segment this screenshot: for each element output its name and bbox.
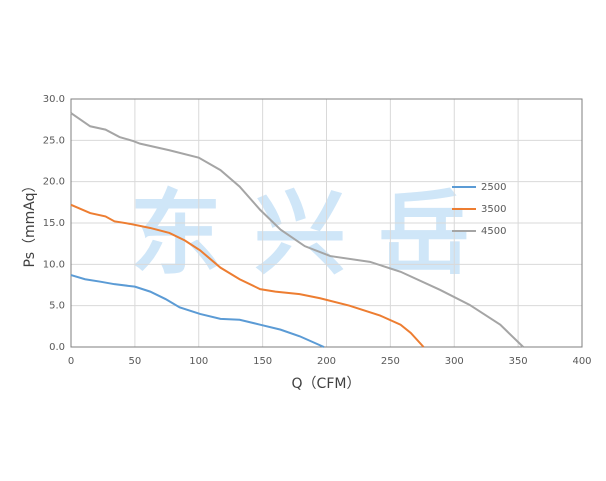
legend-label: 2500 [481, 182, 506, 193]
x-tick-label: 200 [317, 356, 336, 367]
y-tick-label: 25.0 [43, 135, 65, 146]
plot-border [70, 98, 583, 348]
x-tick-label: 250 [381, 356, 400, 367]
y-tick-label: 0.0 [49, 342, 65, 353]
y-axis-label: Ps（mmAq） [22, 179, 38, 268]
legend-label: 3500 [481, 204, 506, 215]
watermark: 东 兴 岳 [130, 180, 470, 287]
x-tick-label: 100 [189, 356, 208, 367]
x-tick-label: 300 [445, 356, 464, 367]
y-tick-label: 5.0 [49, 301, 65, 312]
series-line [70, 112, 524, 348]
y-tick-label: 10.0 [43, 259, 65, 270]
x-tick-label: 150 [253, 356, 272, 367]
x-tick-label: 0 [68, 356, 74, 367]
y-tick-label: 20.0 [43, 177, 65, 188]
series-line [70, 274, 325, 348]
x-tick-label: 50 [129, 356, 142, 367]
x-axis-label: Q（CFM） [292, 376, 361, 392]
y-tick-label: 15.0 [43, 218, 65, 229]
y-tick-label: 30.0 [43, 94, 65, 105]
x-tick-label: 350 [509, 356, 528, 367]
series-line [70, 203, 425, 348]
legend-label: 4500 [481, 226, 506, 237]
x-tick-label: 400 [572, 356, 591, 367]
